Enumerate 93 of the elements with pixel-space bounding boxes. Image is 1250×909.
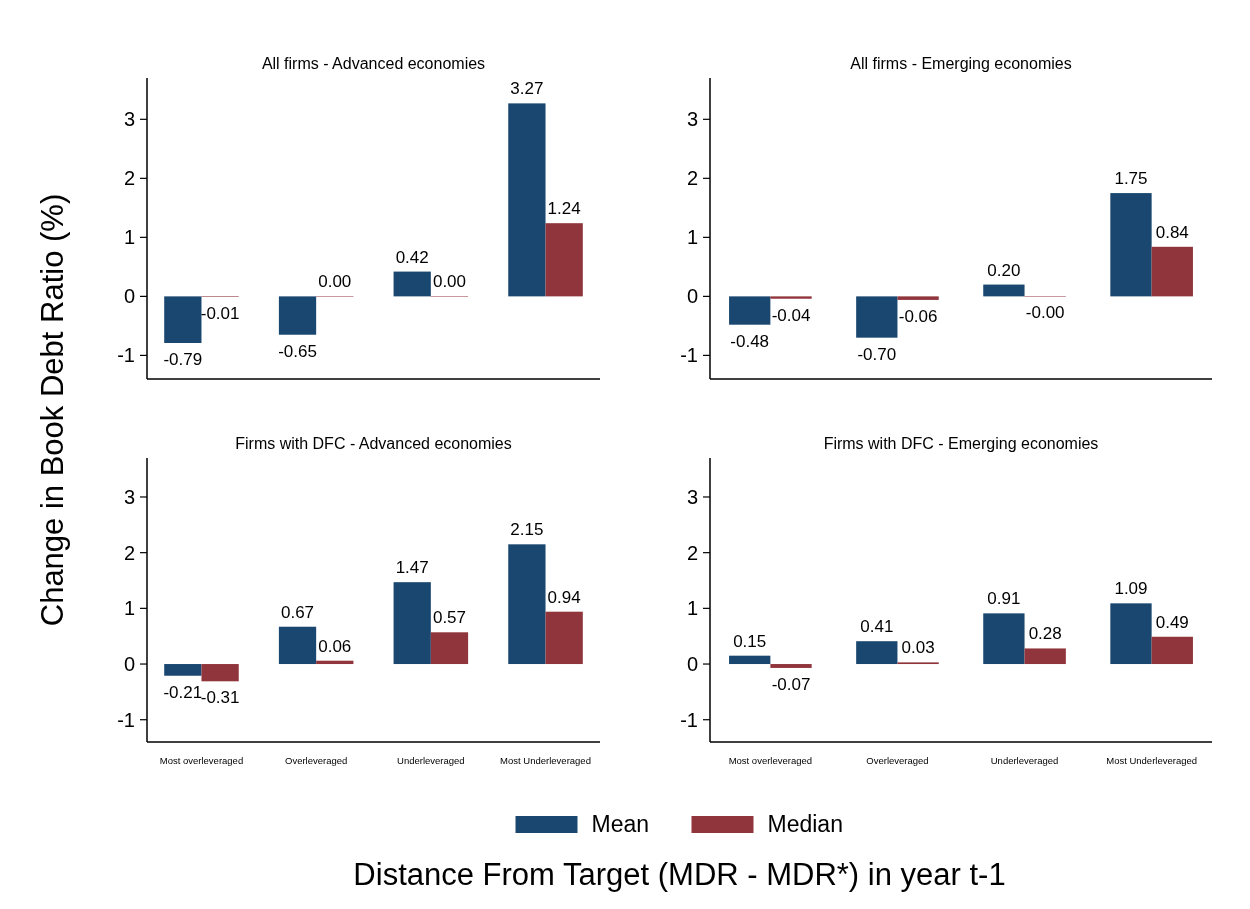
- data-label: -0.00: [1025, 303, 1065, 323]
- data-label: -0.06: [898, 306, 938, 326]
- data-label: 1.24: [547, 199, 581, 219]
- data-label: 0.28: [1028, 624, 1062, 644]
- bar: [278, 296, 317, 335]
- x-tick-label: Underleveraged: [397, 755, 465, 766]
- data-label: -0.07: [771, 674, 811, 694]
- x-tick-label: Most overleveraged: [159, 755, 244, 766]
- bar: [770, 664, 812, 668]
- y-tick-label: 0: [123, 285, 135, 308]
- x-tick-label: Most Underleveraged: [500, 755, 591, 766]
- bar: [729, 296, 771, 325]
- x-tick-label: Overleveraged: [285, 755, 348, 766]
- data-label: 0.84: [1155, 222, 1189, 242]
- y-tick-label: -1: [680, 344, 698, 367]
- y-tick-label: -1: [117, 344, 135, 367]
- data-label: 0.20: [987, 260, 1021, 280]
- x-tick-label: Underleveraged: [990, 755, 1059, 766]
- y-tick-label: 0: [686, 653, 698, 676]
- data-label: 0.94: [547, 587, 581, 607]
- data-label: 1.75: [1114, 169, 1148, 189]
- data-label: -0.48: [730, 331, 770, 351]
- bar: [983, 284, 1025, 297]
- bar: [508, 544, 546, 665]
- data-label: 0.06: [318, 636, 352, 656]
- data-label: -0.79: [163, 350, 203, 369]
- chart-title: Firms with DFC - Emerging economies: [823, 435, 1099, 452]
- bar: [856, 296, 898, 338]
- bar: [1024, 648, 1066, 665]
- data-label: 1.09: [1114, 579, 1148, 599]
- bar: [729, 655, 771, 665]
- chart-title: All firms - Emerging economies: [850, 55, 1072, 72]
- data-label: 0.03: [901, 638, 935, 658]
- data-label: 0.41: [860, 617, 894, 637]
- legend-label: Median: [767, 811, 843, 838]
- y-tick-label: 1: [123, 597, 135, 620]
- x-tick-label: Most overleveraged: [728, 755, 813, 766]
- bar: [278, 626, 317, 665]
- y-tick-label: 3: [686, 108, 698, 131]
- bar: [983, 613, 1025, 665]
- bar: [856, 641, 898, 665]
- data-label: -0.70: [857, 344, 897, 364]
- bar: [1151, 636, 1193, 665]
- y-tick-label: 0: [686, 285, 698, 308]
- y-tick-label: 0: [123, 653, 135, 676]
- bar: [393, 271, 431, 297]
- y-tick-label: 2: [123, 167, 135, 190]
- y-tick-label: 1: [686, 226, 698, 249]
- y-tick-label: 1: [123, 226, 135, 249]
- chart-title: Firms with DFC - Advanced economies: [235, 435, 512, 452]
- data-label: -0.65: [278, 341, 317, 361]
- data-label: 0.91: [987, 589, 1021, 609]
- data-label: 0.15: [733, 631, 767, 651]
- bar: [770, 296, 812, 299]
- y-tick-label: 3: [123, 485, 135, 508]
- x-axis-title: Distance From Target (MDR - MDR*) in year t-1: [353, 857, 1006, 892]
- data-label: 0.00: [432, 272, 467, 292]
- legend-label: Mean: [591, 811, 650, 838]
- bar: [201, 664, 239, 682]
- data-label: 3.27: [510, 79, 544, 99]
- y-axis-title: Change in Book Debt Ratio (%): [35, 193, 70, 627]
- bar: [545, 223, 583, 297]
- bar: [430, 632, 469, 665]
- y-tick-label: -1: [117, 708, 135, 731]
- chart-title: All firms - Advanced economies: [261, 55, 486, 72]
- data-label: 0.67: [280, 602, 315, 622]
- x-tick-label: Most Underleveraged: [1106, 755, 1198, 766]
- bar: [1110, 603, 1152, 665]
- y-tick-label: 2: [686, 541, 698, 564]
- y-tick-label: 3: [686, 485, 698, 508]
- data-label: 2.15: [510, 520, 544, 540]
- data-label: -0.01: [200, 303, 240, 323]
- bar: [545, 611, 583, 665]
- data-label: 0.42: [395, 247, 429, 267]
- y-tick-label: 2: [686, 167, 698, 190]
- x-tick-label: Overleveraged: [866, 755, 929, 766]
- bar: [164, 664, 202, 676]
- data-label: 0.00: [318, 272, 352, 292]
- bar: [897, 296, 939, 300]
- data-label: -0.31: [200, 688, 240, 708]
- y-tick-label: 3: [123, 108, 135, 131]
- bar: [164, 296, 202, 343]
- bar: [393, 582, 431, 665]
- bar: [1151, 246, 1193, 297]
- data-label: 1.47: [395, 558, 429, 578]
- data-label: 0.49: [1155, 612, 1189, 632]
- y-tick-label: 2: [123, 541, 135, 564]
- y-tick-label: 1: [686, 597, 698, 620]
- data-label: -0.04: [771, 305, 811, 325]
- data-label: 0.57: [432, 608, 467, 628]
- bar: [1110, 193, 1152, 297]
- y-tick-label: -1: [680, 708, 698, 731]
- bar: [508, 103, 546, 297]
